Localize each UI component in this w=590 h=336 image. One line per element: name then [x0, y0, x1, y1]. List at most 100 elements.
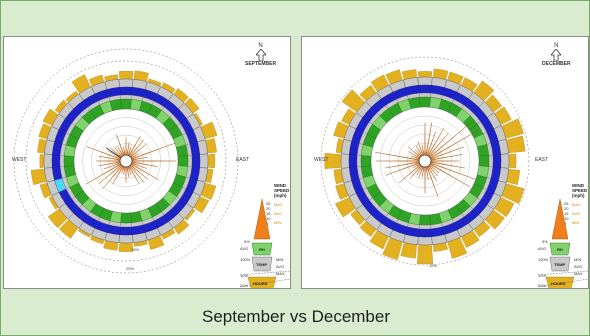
legend-label: AVG: [240, 246, 249, 251]
legend-speed-tick: 5: [564, 221, 567, 226]
temp-band-cell: [51, 154, 61, 168]
temp-ring-cell: [43, 153, 53, 169]
legend-divider: [538, 270, 588, 276]
legend-label: AVG: [574, 264, 583, 269]
legend-mph-label: AVG: [572, 211, 581, 216]
spacer-cell: [418, 224, 432, 230]
hours-bar: [416, 244, 434, 265]
west-label: WEST: [314, 157, 329, 163]
temp-ring-cell: [500, 153, 510, 169]
legend-speed-tick: 20: [266, 206, 271, 211]
east-label: EAST: [535, 157, 549, 163]
legend-band-label: RH: [259, 247, 265, 252]
spacer-cell: [120, 94, 132, 100]
spacer-cell: [187, 155, 193, 167]
legend-hours-band: [545, 276, 575, 288]
legend-graphic: [538, 198, 588, 288]
legend-wind-triangle: [253, 198, 271, 240]
rh-ring-cell: [419, 214, 431, 226]
legend-label: 20%: [538, 283, 547, 288]
percent-ring: [13, 48, 239, 274]
legend-speed-tick: 25: [266, 201, 271, 206]
legend-band-label: TEMP: [554, 262, 566, 267]
hours-bar: [506, 135, 526, 154]
legend-temp-band: [549, 256, 571, 272]
temp-band-cell: [492, 154, 502, 168]
month-label: DECEMBER: [542, 61, 571, 67]
legend: WIND SPEED (mph) 25 20 15 10 5 MAX AVG MIN 5% AVG RH 1…: [240, 147, 290, 288]
wind-wheel-september: [13, 48, 239, 274]
legend-label: MAX: [276, 271, 285, 276]
legend-title: (mph): [274, 193, 287, 198]
percent-ring-label-inner: 15%: [131, 247, 140, 252]
legend-divider: [538, 278, 588, 288]
legend-label: 20%: [240, 283, 249, 288]
legend-divider: [240, 278, 290, 288]
legend-mph-label: MIN: [274, 220, 282, 225]
temp-ring-cell: [417, 76, 433, 86]
legend-label: 100%: [240, 257, 251, 262]
temp-band-cell: [418, 228, 432, 238]
legend-label: AVG: [538, 246, 547, 251]
temp-ring-cell: [340, 153, 350, 169]
temp-ring-cell: [417, 236, 433, 246]
percent-ring: [320, 56, 530, 266]
legend-mph-label: MIN: [572, 220, 580, 225]
legend-title: WIND: [274, 183, 286, 188]
legend-rh-band: [549, 242, 571, 256]
hours-bar: [207, 153, 216, 169]
spacer-cell: [356, 154, 362, 168]
rh-ring-cell: [419, 96, 431, 108]
percent-ring-label-outer: 25%: [126, 266, 135, 271]
legend-label: 5%: [542, 239, 548, 244]
spacer-cell: [488, 154, 494, 168]
north-arrow-icon: [255, 49, 266, 61]
legend-divider: [240, 270, 290, 276]
rh-ring-cell: [478, 155, 490, 167]
hours-bar: [30, 168, 47, 185]
center-marker: [418, 154, 432, 168]
north-indicator: N DECEMBER: [542, 43, 571, 67]
legend-band-label: HOURS: [551, 281, 566, 286]
wind-wheel-december: [320, 56, 530, 266]
legend-mph-label: MAX: [274, 202, 283, 207]
legend-title: SPEED: [572, 188, 588, 193]
center-marker: [119, 154, 133, 168]
spacer-cell: [418, 92, 432, 98]
percent-ring-label-inner: 15%: [429, 263, 438, 268]
legend-label: MAX: [574, 271, 583, 276]
legend-speed-tick: 25: [564, 201, 569, 206]
legend-mph-label: MAX: [572, 202, 581, 207]
legend-title: SPEED: [274, 188, 290, 193]
temp-band-cell: [348, 154, 358, 168]
temp-band-cell: [119, 86, 133, 96]
spacer-cell: [120, 222, 132, 228]
north-indicator: N SEPTEMBER: [245, 43, 276, 67]
east-label: EAST: [236, 157, 250, 163]
rh-ring-cell: [360, 155, 372, 167]
rh-ring-cell: [120, 98, 132, 110]
legend-title: (mph): [572, 193, 585, 198]
spacer-cell: [59, 155, 65, 167]
legend-title: WIND: [572, 183, 584, 188]
legend-label: MIN: [574, 257, 582, 262]
rh-ring-cell: [177, 155, 189, 167]
north-label: N: [554, 43, 559, 49]
legend-speed-tick: 20: [564, 206, 569, 211]
hours-bar: [508, 153, 517, 169]
legend-label: 5%: [244, 239, 250, 244]
legend-speed-tick: 15: [564, 211, 569, 216]
legend-speed-tick: 10: [564, 216, 569, 221]
legend-label: AVG: [276, 264, 285, 269]
legend-label: 100%: [538, 257, 549, 262]
wind-wheel-panel-december: N DECEMBER WEST EAST 15% WIND SPEED (mph) 2…: [301, 36, 589, 289]
legend-graphic: [240, 198, 290, 288]
temp-band-cell: [191, 154, 201, 168]
slide-caption: September vs December: [201, 307, 391, 326]
legend-band-label: HOURS: [253, 281, 268, 286]
legend: WIND SPEED (mph) 25 20 15 10 5 MAX AVG MIN 5% AVG RH 1…: [538, 147, 588, 288]
legend-label: MIN: [276, 257, 284, 262]
rh-ring-cell: [63, 155, 75, 167]
temp-ring-cell: [118, 234, 134, 244]
